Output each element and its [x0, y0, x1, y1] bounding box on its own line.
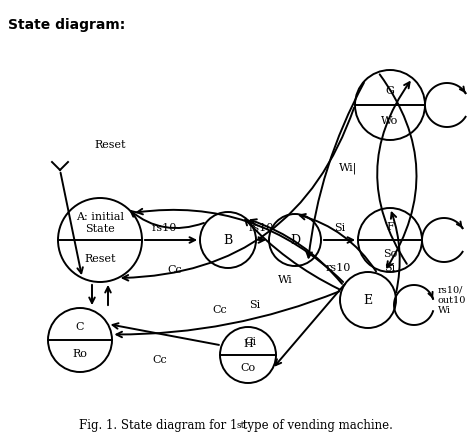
Text: rs10: rs10	[325, 263, 351, 273]
Text: Reset: Reset	[84, 254, 116, 264]
Text: E: E	[364, 293, 373, 307]
Text: Wo: Wo	[382, 116, 399, 126]
Text: H: H	[243, 339, 253, 349]
Text: Cc: Cc	[168, 265, 182, 275]
Text: State diagram:: State diagram:	[8, 18, 125, 32]
Text: type of vending machine.: type of vending machine.	[239, 418, 393, 432]
Text: So: So	[383, 249, 397, 260]
Text: Co: Co	[240, 363, 255, 373]
Text: rs10: rs10	[151, 223, 177, 233]
Text: F: F	[386, 222, 394, 232]
Text: Wi: Wi	[278, 275, 292, 285]
Text: Si: Si	[334, 223, 346, 233]
Text: Si: Si	[249, 300, 261, 310]
Text: Wi|: Wi|	[339, 162, 357, 174]
Text: A: initial
State: A: initial State	[76, 213, 124, 234]
Text: Ro: Ro	[73, 349, 87, 359]
Text: Cc: Cc	[153, 355, 167, 365]
Text: Si: Si	[384, 263, 396, 273]
Text: Cc: Cc	[213, 305, 228, 315]
Text: Reset: Reset	[94, 140, 126, 150]
Text: D: D	[290, 234, 300, 246]
Text: C: C	[76, 322, 84, 332]
Text: B: B	[223, 234, 233, 246]
Text: G: G	[385, 86, 394, 96]
Text: Fig. 1. State diagram for 1: Fig. 1. State diagram for 1	[79, 418, 237, 432]
Text: Ci: Ci	[244, 337, 256, 347]
Text: rs10: rs10	[248, 223, 273, 233]
Text: st: st	[237, 421, 246, 430]
Text: rs10/
out10
Wi: rs10/ out10 Wi	[438, 285, 466, 315]
